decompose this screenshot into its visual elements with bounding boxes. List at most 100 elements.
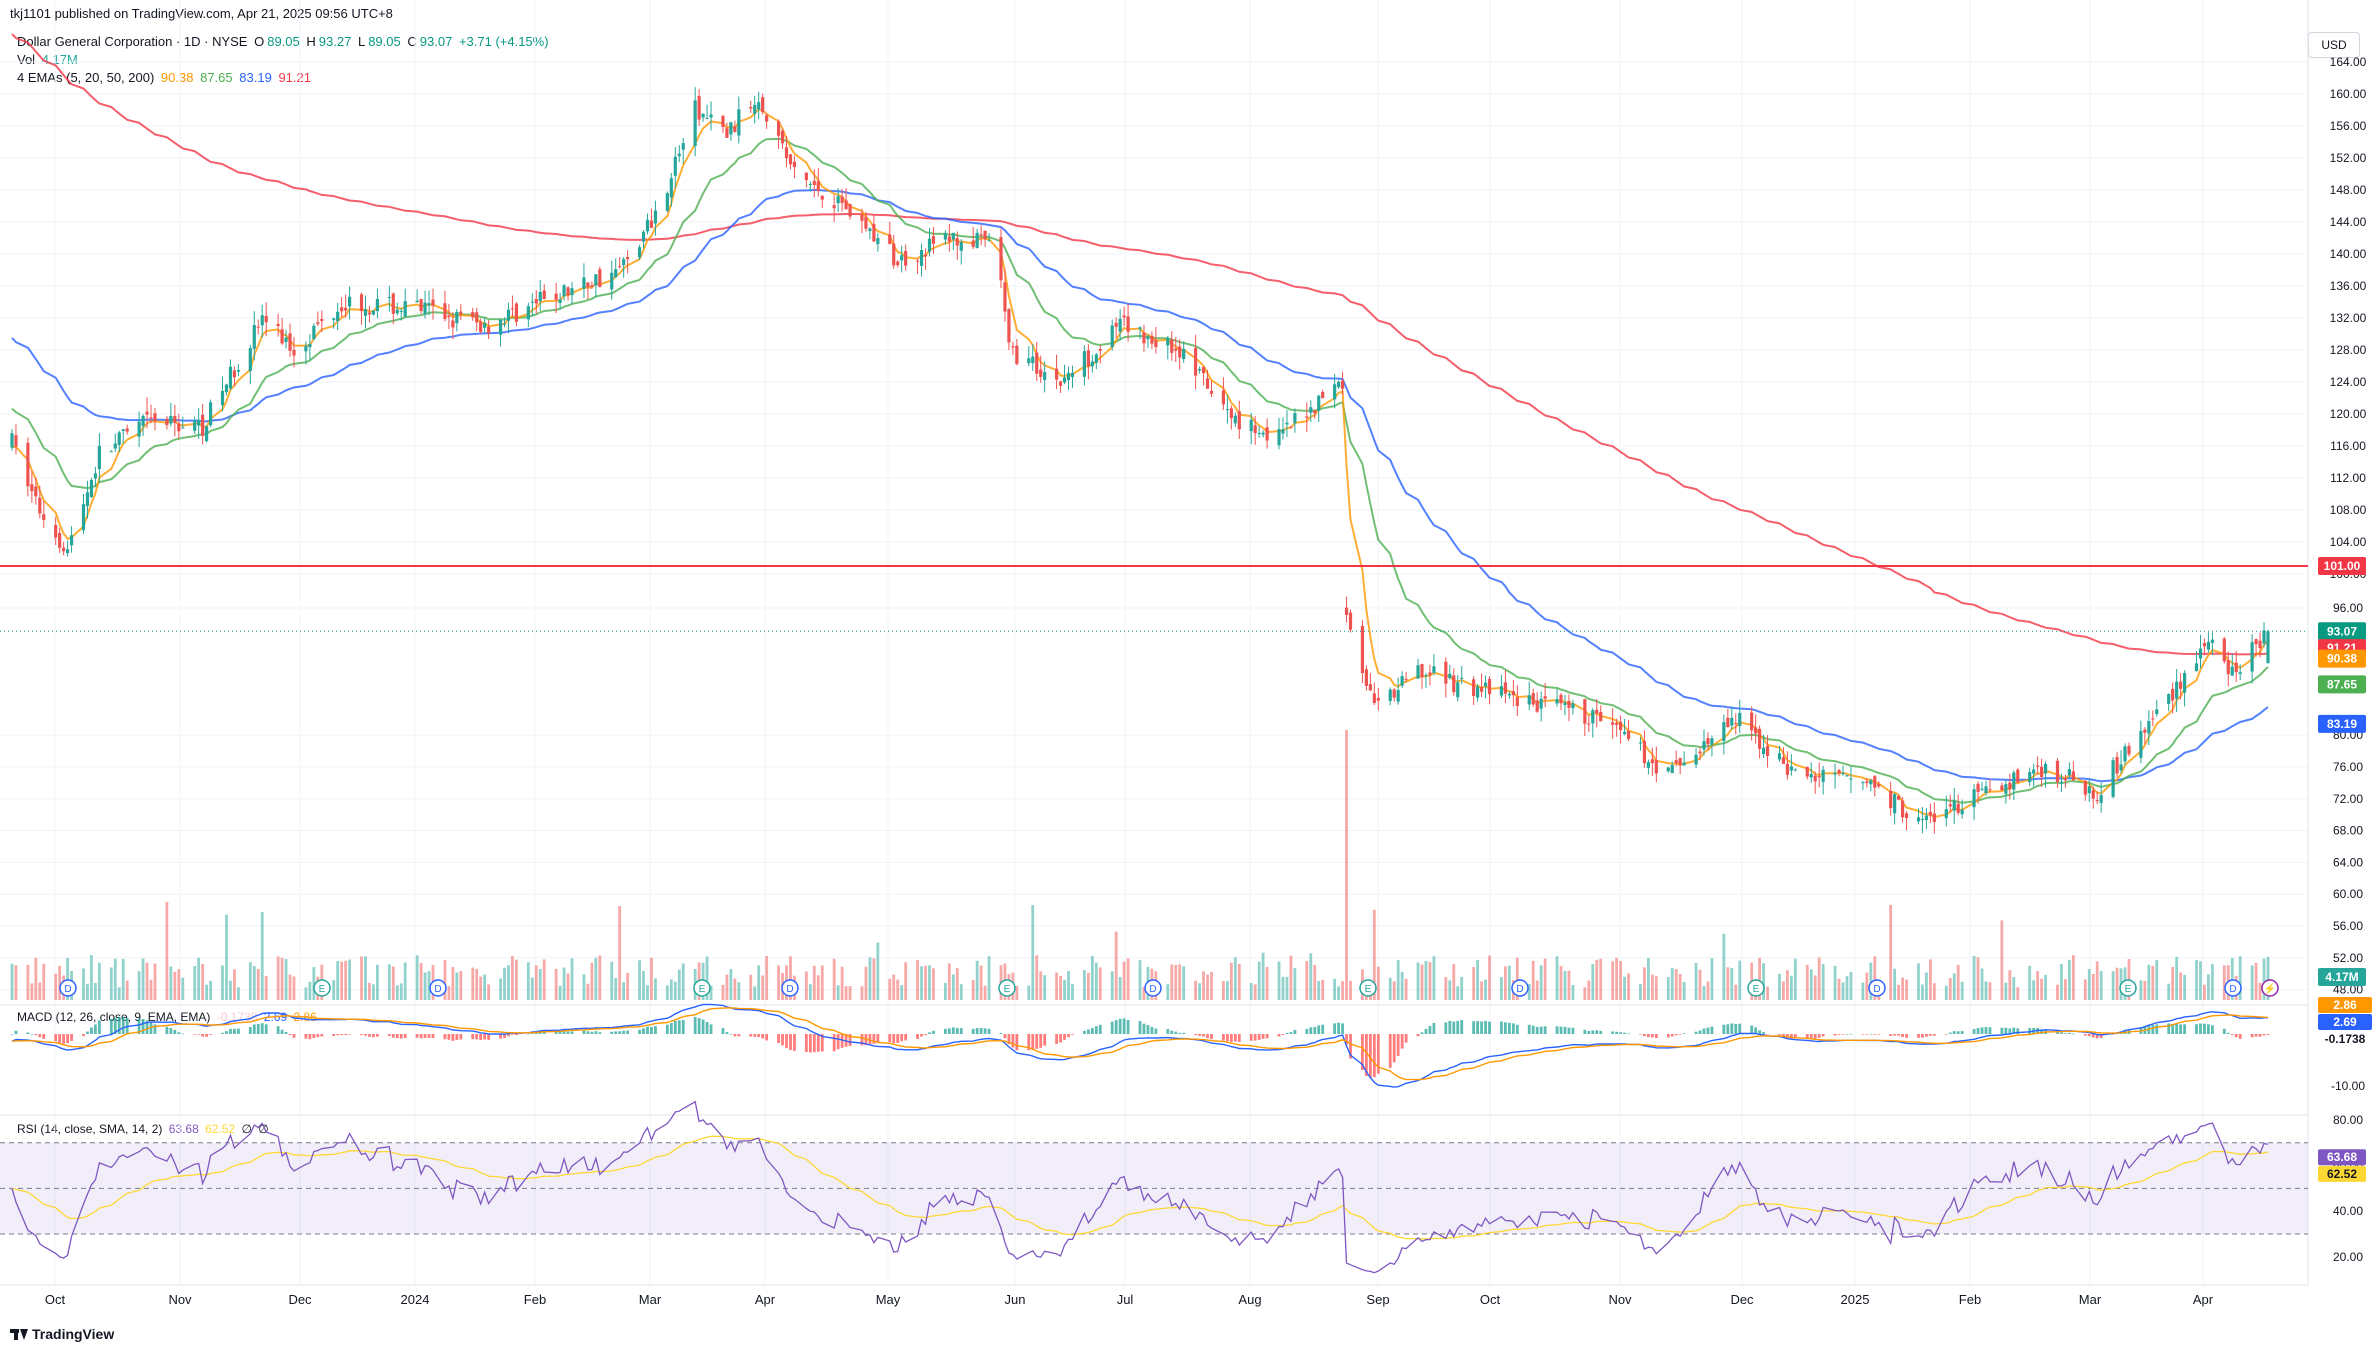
- macd-hist-bar: [1253, 1034, 1257, 1041]
- macd-hist-bar: [1762, 1032, 1765, 1034]
- candle-body: [69, 535, 74, 546]
- volume-bar: [1710, 958, 1714, 1000]
- macd-hist-bar: [1392, 1034, 1396, 1063]
- macd-label[interactable]: MACD (12, 26, close, 9, EMA, EMA): [17, 1010, 211, 1024]
- candle-body: [1595, 709, 1599, 714]
- price-badge: [2318, 714, 2366, 733]
- rsi-label[interactable]: RSI (14, close, SMA, 14, 2): [17, 1122, 163, 1136]
- macd-badge: [2318, 1014, 2372, 1030]
- volume-bar: [487, 984, 491, 1000]
- candle-body: [1948, 804, 1952, 807]
- candle-body: [1054, 368, 1059, 380]
- macd-hist-bar: [387, 1034, 391, 1037]
- candle-body: [1452, 675, 1456, 693]
- macd-hist-bar: [1531, 1025, 1535, 1034]
- ema5-path: [11, 108, 2269, 819]
- candle-body: [1428, 672, 1432, 676]
- volume-bar: [1507, 965, 1511, 1000]
- candle-body: [2127, 745, 2131, 755]
- volume-bar: [1539, 965, 1543, 1000]
- volume-bar: [423, 972, 427, 1000]
- candle-body: [1738, 712, 1742, 727]
- macd-hist-bar: [1515, 1024, 1519, 1034]
- ema-label[interactable]: 4 EMAs (5, 20, 50, 200): [17, 70, 155, 85]
- volume-bar: [2036, 971, 2040, 1000]
- candle-body: [2063, 778, 2068, 781]
- candle-body: [256, 326, 260, 328]
- candle-body: [1849, 778, 1853, 780]
- candle-body: [693, 100, 697, 147]
- candle-body: [1209, 390, 1214, 394]
- candle-body: [447, 315, 451, 318]
- volume-bar: [836, 985, 840, 1000]
- volume-bar: [1925, 972, 1928, 1000]
- macd-hist-bar: [1563, 1026, 1567, 1034]
- volume-bar: [1039, 971, 1043, 1000]
- candle-body: [1750, 712, 1754, 731]
- currency-button[interactable]: USD: [2308, 32, 2360, 58]
- volume-bar: [2032, 980, 2036, 1000]
- candle-body: [284, 337, 288, 342]
- candle-body: [153, 413, 157, 422]
- volume-bar: [1726, 967, 1730, 1000]
- macd-hist-bar: [614, 1031, 618, 1034]
- volume-bar: [1293, 968, 1297, 1000]
- volume-bar: [1702, 986, 1706, 1000]
- macd-hist-bar: [451, 1034, 455, 1041]
- volume-bar: [1682, 981, 1686, 1000]
- candle-body: [1201, 366, 1206, 374]
- macd-hist-bar: [1643, 1034, 1646, 1037]
- candle-body: [864, 216, 868, 229]
- candle-body: [1754, 727, 1758, 734]
- candle-body: [784, 147, 789, 159]
- candle-body: [1900, 800, 1905, 818]
- macd-hist-bar: [1734, 1023, 1738, 1034]
- legend-row-ema: 4 EMAs (5, 20, 50, 200) 90.38 87.65 83.1…: [17, 70, 314, 85]
- candle-body: [427, 303, 431, 306]
- macd-hist-bar: [515, 1034, 518, 1036]
- volume-bar: [1428, 962, 1432, 1000]
- macd-hist-bar: [1591, 1030, 1595, 1034]
- candle-body: [677, 153, 681, 157]
- event-label: E: [319, 984, 326, 995]
- candle-body: [1229, 408, 1233, 419]
- macd-hist-bar: [1150, 1026, 1154, 1034]
- volume-bar: [336, 961, 340, 1000]
- candle-body: [228, 366, 233, 389]
- macd-hist-bar: [256, 1023, 260, 1034]
- macd-hist-bar: [1833, 1034, 1837, 1036]
- volume-bar: [276, 956, 280, 1000]
- candle-body: [1587, 723, 1591, 725]
- macd-hist-bar: [650, 1026, 653, 1034]
- candle-body: [1368, 684, 1372, 691]
- low-value: 89.05: [368, 34, 401, 49]
- candle-body: [1571, 703, 1575, 709]
- macd-hist-bar: [1142, 1023, 1146, 1034]
- macd-hist-bar: [1988, 1027, 1992, 1034]
- tradingview-logo[interactable]: TradingView: [10, 1326, 114, 1342]
- candle-body: [1114, 322, 1118, 327]
- candle-body: [14, 435, 18, 447]
- candle-body: [1424, 675, 1428, 677]
- volume-bar: [1567, 970, 1571, 1000]
- macd-hist-bar: [225, 1031, 228, 1034]
- macd-hist-bar: [1944, 1034, 1948, 1035]
- volume-bar: [181, 977, 185, 1000]
- macd-hist-bar: [673, 1020, 677, 1034]
- symbol-title[interactable]: Dollar General Corporation · 1D · NYSE: [17, 34, 248, 49]
- macd-hist-bar: [280, 1029, 284, 1034]
- volume-bar: [983, 985, 987, 1000]
- volume-bar: [2095, 961, 2099, 1000]
- macd-hist-bar: [1289, 1032, 1293, 1034]
- volume-bar: [229, 980, 232, 1000]
- macd-hist-bar: [248, 1026, 252, 1034]
- macd-hist-bar: [1086, 1029, 1090, 1034]
- event-marker: D: [59, 979, 77, 997]
- candle-body: [888, 234, 892, 244]
- volume-bar: [2111, 971, 2115, 1000]
- macd-hist-bar: [1428, 1026, 1432, 1034]
- candle-body: [1340, 380, 1345, 389]
- candle-body: [1531, 693, 1535, 705]
- volume-label[interactable]: Vol: [17, 52, 36, 67]
